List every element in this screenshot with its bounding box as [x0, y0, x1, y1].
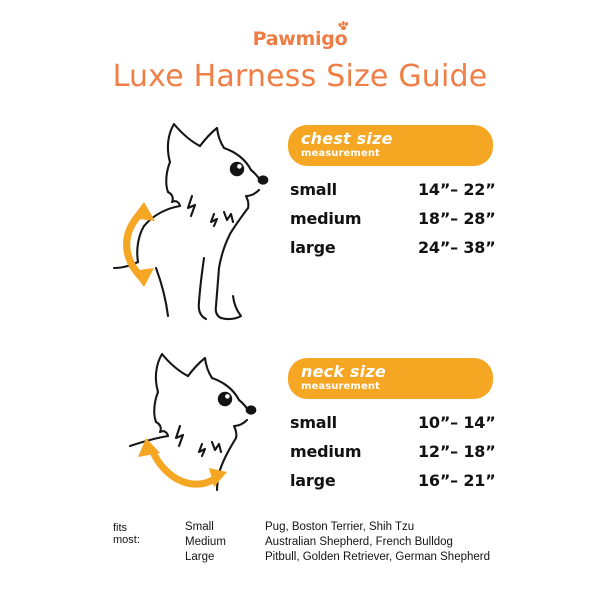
table-row: small 14”– 22” — [288, 180, 496, 206]
chest-size-heading: chest size — [301, 129, 393, 148]
fits-size-label: Medium — [185, 536, 226, 548]
fits-breeds-list: Australian Shepherd, French Bulldog — [265, 536, 453, 548]
neck-size-table: neck size measurement small 10”– 14” med… — [288, 358, 496, 498]
chest-measure-arrow — [123, 202, 155, 287]
size-range: 12”– 18” — [418, 442, 496, 461]
table-row: medium 12”– 18” — [288, 442, 496, 468]
neck-size-header-band: neck size measurement — [288, 358, 493, 399]
neck-size-subheading: measurement — [301, 381, 380, 392]
fits-size-label: Large — [185, 551, 215, 563]
page-title: Luxe Harness Size Guide — [112, 59, 488, 94]
neck-measure-arrow — [138, 438, 227, 488]
size-range: 10”– 14” — [418, 413, 496, 432]
size-label: medium — [290, 209, 362, 228]
size-range: 16”– 21” — [418, 471, 496, 490]
fits-size-label: Small — [185, 521, 214, 533]
size-label: large — [290, 471, 336, 490]
paw-print-icon — [338, 21, 349, 30]
chest-size-table: chest size measurement small 14”– 22” me… — [288, 125, 496, 265]
size-range: 14”– 22” — [418, 180, 496, 199]
dog-body-chest-girth-illustration — [112, 122, 269, 321]
table-row: large 16”– 21” — [288, 471, 496, 497]
fits-most-label: fits most: — [113, 522, 140, 546]
brand-name: Pawmigo — [252, 28, 348, 50]
size-range: 24”– 38” — [418, 238, 496, 257]
table-row: small 10”– 14” — [288, 413, 496, 439]
fits-breeds-list: Pug, Boston Terrier, Shih Tzu — [265, 521, 415, 533]
size-label: medium — [290, 442, 362, 461]
list-item: Large Pitbull, Golden Retriever, German … — [113, 551, 533, 566]
table-row: medium 18”– 28” — [288, 209, 496, 235]
list-item: Medium Australian Shepherd, French Bulld… — [113, 536, 533, 551]
dog-head-neck-illustration — [128, 352, 257, 492]
list-item: Small Pug, Boston Terrier, Shih Tzu — [113, 521, 533, 536]
size-label: small — [290, 413, 337, 432]
brand-logo: Pawmigo — [0, 21, 600, 50]
table-row: large 24”– 38” — [288, 238, 496, 264]
neck-size-heading: neck size — [301, 362, 386, 381]
size-range: 18”– 28” — [418, 209, 496, 228]
chest-size-header-band: chest size measurement — [288, 125, 493, 166]
size-label: small — [290, 180, 337, 199]
chest-size-subheading: measurement — [301, 148, 380, 159]
fits-breeds-list: Pitbull, Golden Retriever, German Shephe… — [265, 551, 491, 563]
size-label: large — [290, 238, 336, 257]
